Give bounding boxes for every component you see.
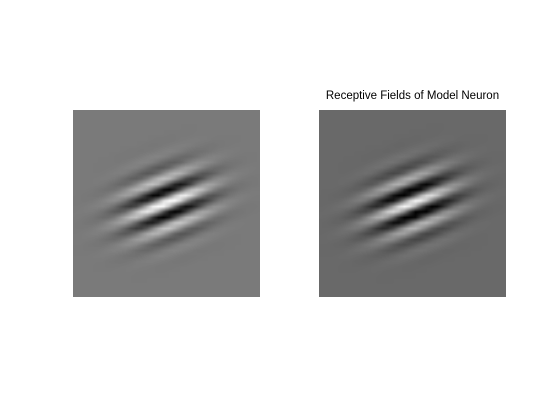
figure-title: Receptive Fields of Model Neuron <box>325 90 500 102</box>
receptive-field-left-image <box>73 110 260 297</box>
receptive-field-left-panel <box>73 110 260 297</box>
receptive-field-right-image <box>319 110 506 297</box>
receptive-field-right-panel <box>319 110 506 297</box>
